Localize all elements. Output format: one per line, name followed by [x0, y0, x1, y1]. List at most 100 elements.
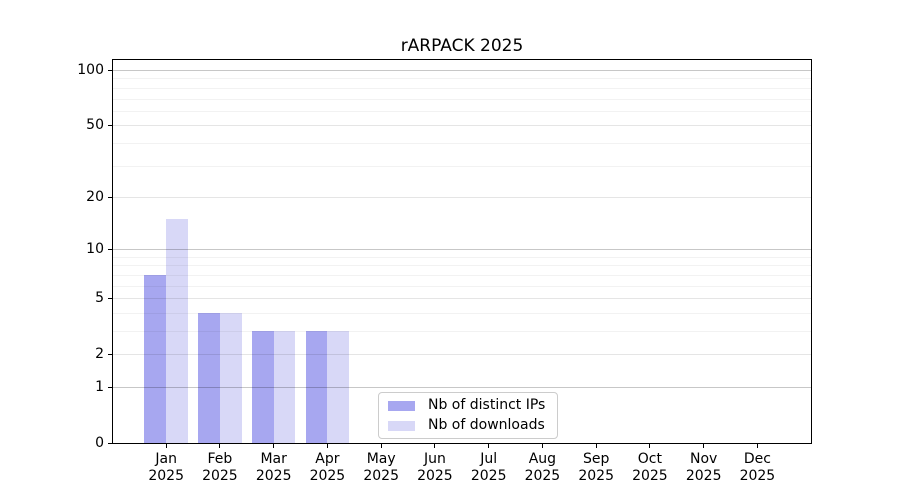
x-tick-year: 2025: [632, 468, 668, 484]
x-tick-year: 2025: [524, 468, 561, 484]
x-tick-month: Aug: [528, 451, 557, 467]
x-tick-label: Oct 2025: [618, 451, 682, 485]
bar-downloads-mar: [273, 330, 296, 443]
x-tick: [541, 444, 543, 448]
x-tick-year: 2025: [202, 468, 238, 484]
y-tick: [108, 298, 112, 300]
gridline-minor: [113, 98, 811, 100]
y-tick-label: 10: [86, 241, 104, 258]
legend-label-downloads: Nb of downloads: [428, 417, 545, 433]
x-tick-year: 2025: [255, 468, 292, 484]
x-tick-month: Dec: [743, 451, 771, 467]
x-tick-month: Mar: [260, 451, 287, 467]
y-tick: [108, 70, 112, 71]
bar-downloads-apr: [327, 330, 350, 443]
gridline-minor: [113, 285, 811, 287]
bar-distinct-ips-mar: [251, 330, 274, 443]
y-tick: [108, 125, 112, 127]
gridline-minor: [113, 256, 811, 258]
bar-downloads-jan: [166, 218, 188, 443]
x-tick-label: Feb 2025: [188, 451, 252, 485]
gridline-minor: [113, 274, 811, 276]
y-tick: [108, 443, 112, 444]
y-tick-label: 5: [95, 290, 104, 307]
x-tick: [703, 444, 705, 448]
x-tick-month: Sep: [582, 451, 610, 467]
x-tick: [434, 444, 436, 448]
gridline-minor: [113, 87, 811, 89]
legend: Nb of distinct IPs Nb of downloads: [378, 392, 559, 439]
gridline-minor: [113, 142, 811, 144]
x-tick-month: Apr: [315, 451, 340, 467]
x-tick-year: 2025: [148, 468, 184, 484]
gridline-minor: [113, 312, 811, 314]
x-tick: [326, 444, 328, 448]
gridline-minor: [113, 331, 811, 332]
x-tick-month: Jun: [423, 451, 446, 467]
x-tick-month: Oct: [637, 451, 662, 467]
y-tick: [108, 196, 112, 198]
x-tick-label: Mar 2025: [242, 451, 306, 485]
x-tick-month: Jan: [155, 451, 177, 467]
x-tick-label: Jan 2025: [134, 451, 198, 485]
x-tick: [380, 444, 382, 448]
gridline-decade: [113, 70, 811, 71]
x-tick-year: 2025: [363, 468, 399, 484]
y-tick: [108, 249, 112, 251]
chart-title: rARPACK 2025: [400, 36, 524, 56]
x-tick-label: Apr 2025: [295, 451, 359, 485]
x-tick: [595, 444, 597, 448]
x-tick-label: May 2025: [349, 451, 413, 485]
bar-distinct-ips-feb: [198, 312, 220, 443]
x-tick-year: 2025: [309, 468, 346, 484]
y-tick-label: 100: [77, 62, 104, 78]
gridline-mid: [113, 354, 811, 356]
legend-label-distinct-ips: Nb of distinct IPs: [428, 397, 546, 413]
gridline-minor: [113, 78, 811, 80]
plot-area: [112, 59, 812, 444]
gridline-decade: [113, 387, 811, 388]
x-tick-label: Dec 2025: [725, 451, 789, 485]
y-tick-label: 20: [86, 188, 104, 205]
x-tick-month: Jul: [480, 451, 498, 467]
gridline-minor: [113, 165, 811, 167]
bar-distinct-ips-apr: [305, 330, 328, 443]
x-tick: [756, 444, 758, 448]
y-tick-label: 0: [95, 435, 104, 451]
x-tick-label: Jun 2025: [403, 451, 467, 485]
y-tick-label: 50: [86, 117, 104, 134]
gridline-mid: [113, 298, 811, 300]
x-tick-year: 2025: [470, 468, 507, 484]
x-tick-year: 2025: [739, 468, 776, 484]
x-tick-label: Jul 2025: [457, 451, 521, 485]
gridline-minor: [113, 265, 811, 267]
x-tick-month: Feb: [207, 451, 233, 467]
y-tick-label: 1: [95, 379, 104, 395]
legend-swatch-downloads: [388, 420, 415, 431]
x-tick-label: Sep 2025: [564, 451, 628, 485]
gridline-decade: [113, 249, 811, 251]
y-tick: [108, 387, 112, 388]
legend-swatch-distinct-ips: [388, 400, 415, 411]
gridline-mid: [113, 125, 811, 127]
x-tick-label: Nov 2025: [672, 451, 736, 485]
y-tick-label: 2: [95, 346, 104, 363]
x-tick: [649, 444, 651, 448]
x-tick-year: 2025: [417, 468, 453, 484]
x-tick-year: 2025: [685, 468, 722, 484]
gridline-mid: [113, 196, 811, 198]
x-tick-month: May: [366, 451, 396, 467]
bar-distinct-ips-jan: [144, 274, 167, 443]
legend-item-distinct-ips: Nb of distinct IPs: [388, 398, 545, 413]
x-tick-year: 2025: [578, 468, 614, 484]
x-tick: [165, 444, 167, 448]
gridline-minor: [113, 110, 811, 112]
x-tick: [219, 444, 221, 448]
legend-item-downloads: Nb of downloads: [388, 418, 545, 433]
x-tick-label: Aug 2025: [510, 451, 574, 485]
x-tick: [273, 444, 275, 448]
y-tick: [108, 354, 112, 356]
x-tick-month: Nov: [690, 451, 718, 467]
x-tick: [488, 444, 490, 448]
